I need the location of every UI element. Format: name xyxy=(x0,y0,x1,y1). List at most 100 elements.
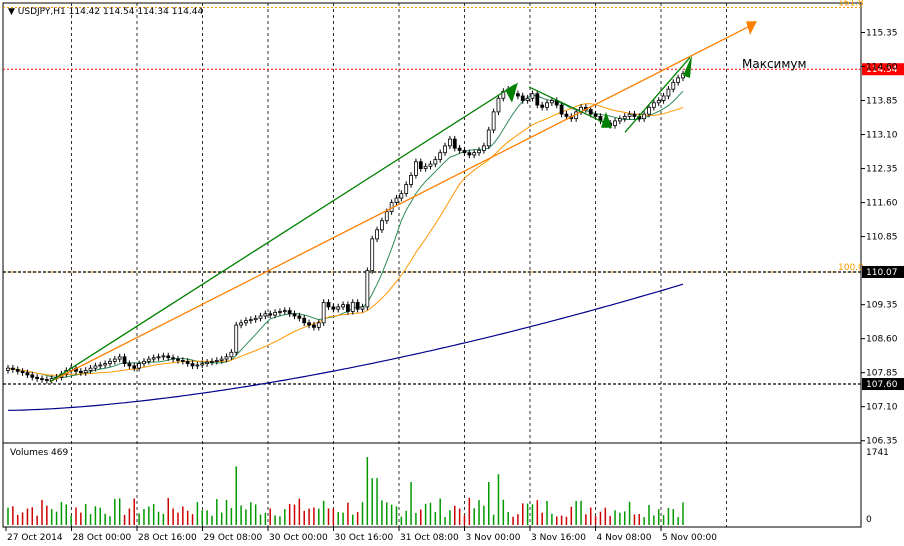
candle-body xyxy=(549,100,554,104)
candle-body xyxy=(15,369,20,372)
price-axis: 115.35 114.60 113.85 113.10 112.35 111.60 110.… xyxy=(861,28,898,525)
candle-body xyxy=(93,365,98,369)
candle-body xyxy=(457,147,462,151)
candle-body xyxy=(258,315,263,319)
candle-body xyxy=(151,357,156,360)
x-tick-label: 27 Oct 2014 xyxy=(7,533,63,543)
candle-body xyxy=(360,306,365,310)
candle-body xyxy=(40,378,44,380)
candle-body xyxy=(253,317,258,321)
candle-body xyxy=(666,88,671,97)
candle-body xyxy=(477,150,481,154)
price-badge-label: 114.54 xyxy=(866,65,898,75)
candle-body xyxy=(25,372,30,376)
candle-body xyxy=(588,109,593,115)
candle-body xyxy=(176,358,180,361)
candle-body xyxy=(428,163,433,167)
candle-body xyxy=(180,360,185,362)
time-axis: 27 Oct 2014 28 Oct 00:00 28 Oct 16:00 29 Oc… xyxy=(5,527,717,543)
candle-body xyxy=(117,356,122,360)
max-annotation: Максимум xyxy=(742,57,807,71)
candle-body xyxy=(302,317,307,324)
candle-body xyxy=(515,93,520,97)
price-badge xyxy=(862,63,904,76)
candle-body xyxy=(190,363,195,367)
candle-body xyxy=(418,161,423,169)
candle-body xyxy=(229,351,234,358)
candle-body xyxy=(496,97,501,113)
candle-body xyxy=(248,319,253,322)
y-tick-label: 106.35 xyxy=(866,437,898,447)
candles xyxy=(6,70,685,384)
candle-body xyxy=(214,360,219,362)
ma-mid-line xyxy=(7,103,684,376)
candle-body xyxy=(273,311,277,316)
trend-lines xyxy=(49,21,757,383)
y-tick-label: 113.10 xyxy=(866,131,898,141)
fibo-level-label: 161.8 xyxy=(838,0,864,9)
candle-body xyxy=(98,364,103,367)
ma-fast-line xyxy=(7,90,684,379)
y-tick-label: 109.35 xyxy=(866,301,898,311)
ma-slow-line xyxy=(8,283,684,411)
green-trend-line xyxy=(49,84,516,383)
volume-label: Volumes 469 xyxy=(10,448,68,458)
candle-body xyxy=(525,97,530,101)
orange-trend-arrowhead xyxy=(746,21,757,35)
candle-body xyxy=(78,370,83,374)
candle-body xyxy=(380,220,384,231)
x-tick-label: 4 Nov 08:00 xyxy=(597,533,652,543)
candle-body xyxy=(268,313,273,316)
candle-body xyxy=(132,365,137,369)
candle-body xyxy=(127,363,132,367)
candle-body xyxy=(10,367,15,370)
x-tick-label: 5 Nov 00:00 xyxy=(662,533,717,543)
candle-body xyxy=(423,165,428,169)
x-tick-label: 28 Oct 00:00 xyxy=(73,533,132,543)
candle-body xyxy=(346,304,350,312)
candle-body xyxy=(234,324,239,353)
candle-body xyxy=(651,102,656,108)
candle-body xyxy=(161,355,166,358)
candle-body xyxy=(108,360,112,365)
candle-body xyxy=(520,95,525,101)
candle-body xyxy=(433,159,438,165)
candle-body xyxy=(593,113,598,117)
candle-body xyxy=(224,356,229,360)
candle-body xyxy=(263,313,268,317)
candle-body xyxy=(205,361,210,365)
price-badge-label: 110.07 xyxy=(866,268,898,278)
y-tick-label: 114.60 xyxy=(866,63,898,73)
candle-body xyxy=(452,138,457,149)
candle-body xyxy=(564,113,569,117)
candle-body xyxy=(676,77,681,83)
candle-body xyxy=(448,138,452,147)
candle-body xyxy=(656,100,661,104)
moving-averages xyxy=(7,90,684,411)
candle-body xyxy=(239,322,243,326)
candle-body xyxy=(647,106,651,115)
candle-body xyxy=(336,306,341,310)
x-tick-label: 30 Oct 16:00 xyxy=(335,533,394,543)
volumes xyxy=(7,457,684,525)
candle-body xyxy=(244,320,248,324)
candle-body xyxy=(375,229,379,240)
candle-body xyxy=(282,310,287,312)
candle-body xyxy=(316,322,321,328)
candle-body xyxy=(210,360,214,363)
candle-body xyxy=(355,301,360,310)
y-tick-label: 108.60 xyxy=(866,335,898,345)
candle-body xyxy=(617,118,622,122)
candle-body xyxy=(287,310,292,315)
candle-body xyxy=(443,145,447,154)
candle-body xyxy=(472,152,477,156)
candle-body xyxy=(414,161,418,176)
green-impulse-arrowhead xyxy=(683,55,692,78)
chart-header: ▼ USDJPY,H1 114.42 114.54 114.34 114.44 xyxy=(8,7,203,17)
candle-body xyxy=(350,301,355,312)
candle-body xyxy=(370,238,375,272)
candle-body xyxy=(404,184,409,194)
candle-body xyxy=(409,174,413,185)
candle-body xyxy=(30,374,35,378)
